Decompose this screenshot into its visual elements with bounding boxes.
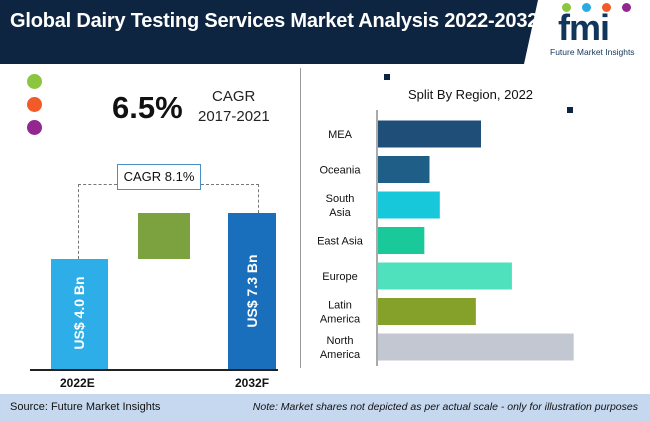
bar-2022-label: US$ 4.0 Bn [71, 276, 87, 350]
header-banner: Global Dairy Testing Services Market Ana… [0, 0, 650, 64]
legend-dot-orange [27, 97, 42, 112]
region-bar-europe [378, 262, 512, 290]
region-bar-east-asia [378, 227, 425, 254]
legend-dot-green [27, 74, 42, 89]
footer-bar: Source: Future Market Insights Note: Mar… [0, 394, 650, 421]
region-label-latin-america: Latin America [320, 300, 361, 326]
region-label-east-asia: East Asia [317, 236, 364, 248]
logo-dot-blue [582, 3, 591, 12]
region-label-mea: MEA [328, 129, 353, 141]
decor-square-top [384, 74, 390, 80]
decor-square-right [567, 107, 573, 113]
logo-dot-green [562, 3, 571, 12]
region-bar-latin-america [378, 298, 476, 325]
panel-divider [300, 68, 301, 368]
region-bar-north-america [378, 333, 574, 361]
region-bar-mea [378, 120, 481, 148]
fmi-logo: fmi Future Market Insights [524, 0, 650, 64]
logo-dots [560, 3, 640, 15]
connector-left-vertical [78, 184, 79, 259]
year-label-2022: 2022E [60, 376, 95, 390]
region-split-chart: MEA Oceania South Asia East Asia Europe Latin A… [317, 110, 574, 366]
connector-top-right [201, 184, 259, 185]
historic-cagr-label: CAGR [212, 88, 256, 105]
logo-dot-purple [622, 3, 631, 12]
region-label-europe: Europe [322, 271, 357, 283]
historic-cagr-value: 6.5% [112, 90, 183, 125]
bar-2032 [228, 213, 276, 369]
page-title: Global Dairy Testing Services Market Ana… [10, 10, 539, 32]
footer-note: Note: Market shares not depicted as per … [252, 401, 638, 413]
left-axis-line [30, 369, 278, 371]
region-bar-south-asia [378, 191, 440, 219]
bar-2022 [51, 259, 108, 369]
logo-wordmark: fmi [558, 7, 610, 48]
legend-dot-purple [27, 120, 42, 135]
logo-subtitle: Future Market Insights [550, 47, 635, 57]
logo-dot-orange [602, 3, 611, 12]
region-label-north-america: North America [320, 335, 361, 361]
year-label-2032: 2032F [235, 376, 270, 390]
forecast-cagr-box: CAGR 8.1% [117, 164, 201, 190]
bar-2032-label: US$ 7.3 Bn [244, 254, 260, 328]
connector-top-left [78, 184, 117, 185]
region-label-south-asia: South Asia [326, 193, 355, 219]
connector-right-vertical [258, 184, 259, 213]
region-label-oceania: Oceania [320, 165, 362, 177]
footer-source: Source: Future Market Insights [10, 401, 161, 413]
region-bar-oceania [378, 156, 430, 183]
bar-growth [138, 213, 190, 259]
historic-cagr-period: 2017-2021 [198, 108, 270, 125]
region-chart-title: Split By Region, 2022 [408, 87, 534, 102]
